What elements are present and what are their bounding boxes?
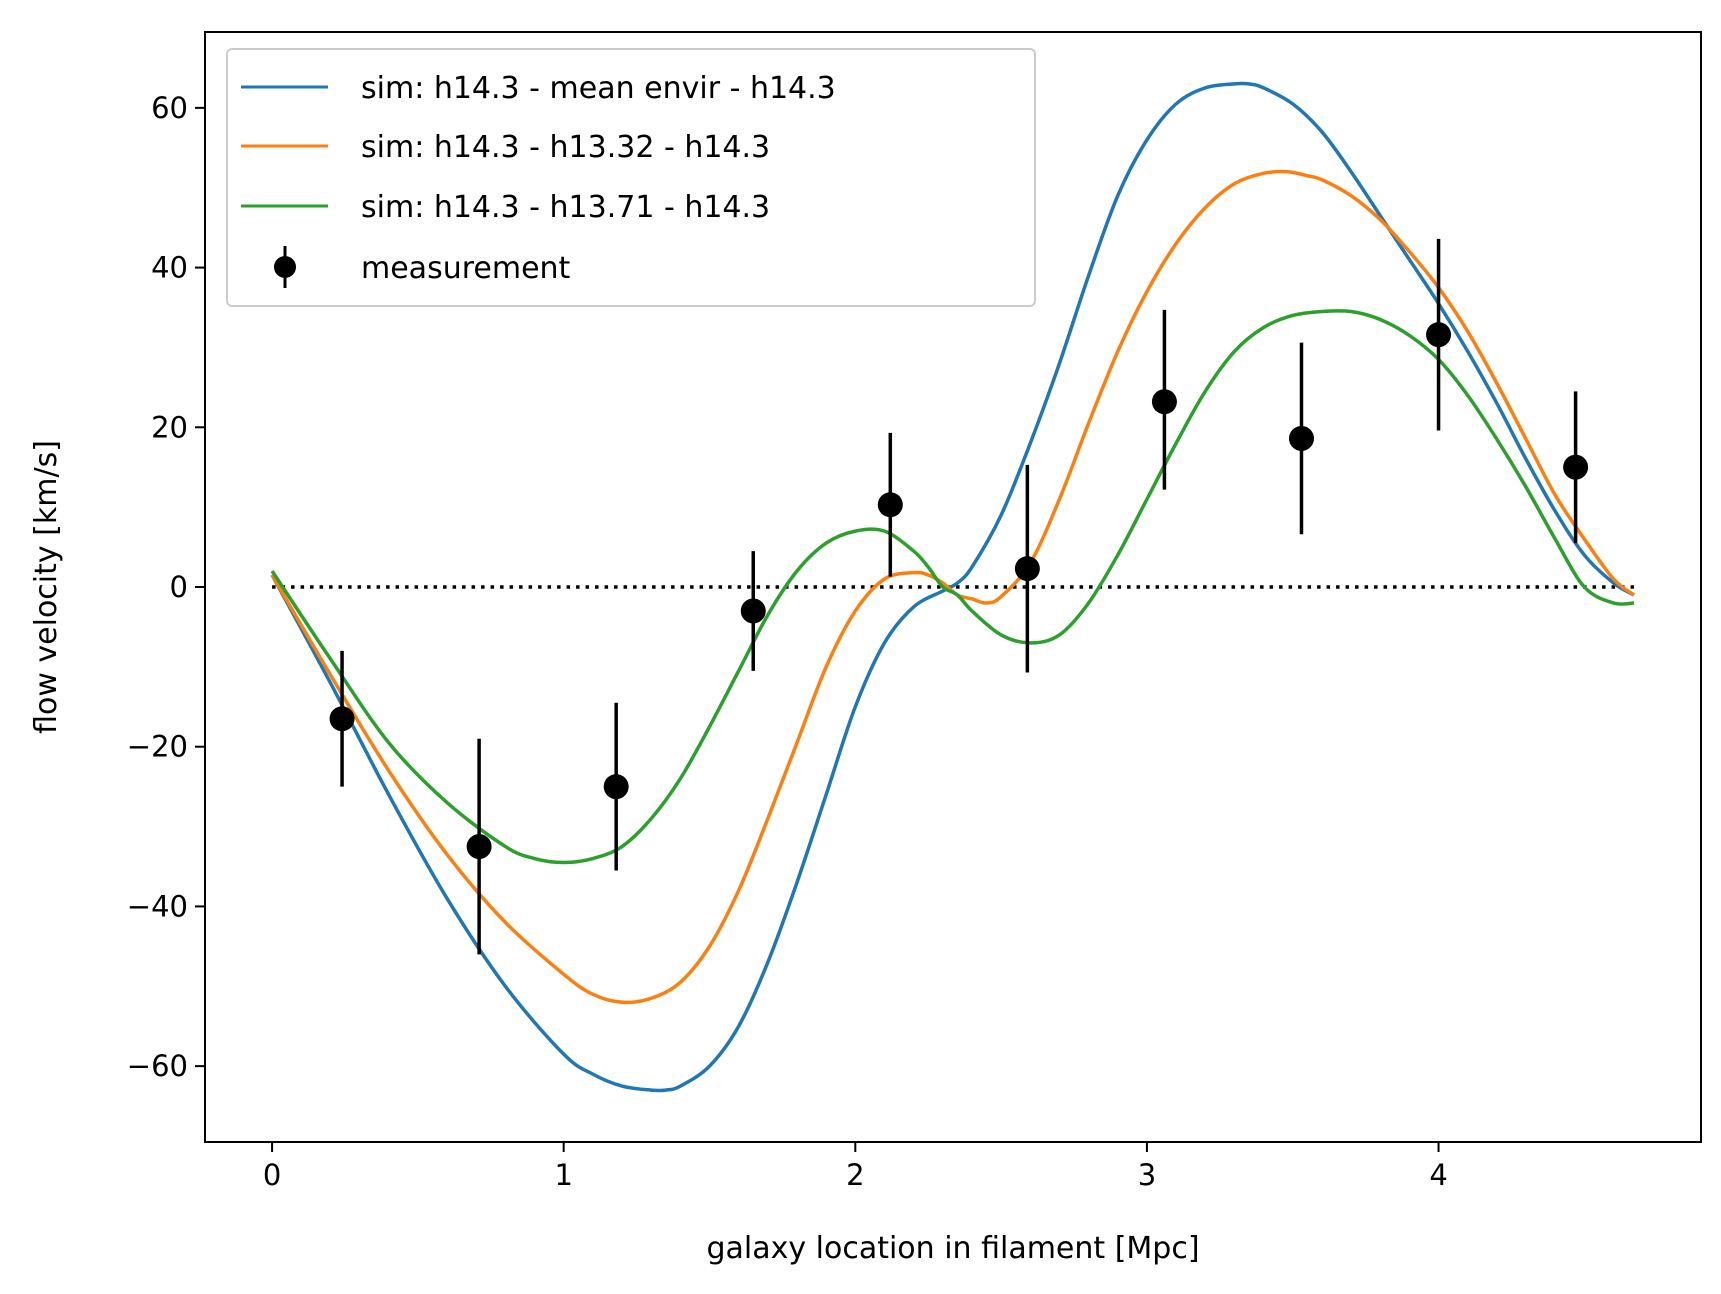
measurement-point <box>877 492 903 518</box>
legend-frame <box>226 48 1036 307</box>
plot-area <box>270 81 1636 1093</box>
legend-label-measurement: measurement <box>361 251 571 286</box>
x-tick-label: 0 <box>263 1158 281 1192</box>
x-tick-label: 3 <box>1138 1158 1156 1192</box>
plot-content <box>270 81 1636 1093</box>
x-axis-label: galaxy location in filament [Mpc] <box>706 1231 1199 1266</box>
axes: 0 1 2 3 4 −60 −40 −20 0 20 40 60 <box>127 31 1702 1192</box>
y-tick-label: 0 <box>170 570 188 604</box>
y-tick-label: −60 <box>127 1049 188 1083</box>
legend: sim: h14.3 - mean envir - h14.3 sim: h14… <box>226 48 1036 307</box>
legend-label-series-1: sim: h14.3 - mean envir - h14.3 <box>361 71 836 106</box>
x-tick-label: 2 <box>846 1158 864 1192</box>
legend-label-series-3: sim: h14.3 - h13.71 - h14.3 <box>361 190 770 225</box>
series-line-2 <box>270 169 1636 1005</box>
y-tick-label: 20 <box>151 410 188 444</box>
y-tick-label: 60 <box>151 91 188 125</box>
measurement-point <box>466 834 492 860</box>
x-tick-label: 4 <box>1429 1158 1447 1192</box>
y-tick-label: 40 <box>151 251 188 285</box>
series-line-1 <box>270 81 1635 1093</box>
series-line-3 <box>270 308 1635 865</box>
measurement-point <box>740 598 766 624</box>
measurement-point <box>1426 322 1452 348</box>
legend-marker-measurement <box>274 256 296 278</box>
legend-label-series-2: sim: h14.3 - h13.32 - h14.3 <box>361 130 770 165</box>
measurement-point <box>1563 454 1589 480</box>
measurement-point <box>603 774 629 800</box>
measurement-point <box>1151 389 1177 415</box>
measurement-point <box>1288 425 1314 451</box>
y-tick-label: −40 <box>127 889 188 923</box>
y-axis-label: flow velocity [km/s] <box>29 440 64 734</box>
measurement-point <box>1014 556 1040 582</box>
measurement-point <box>329 706 355 732</box>
y-tick-label: −20 <box>127 730 188 764</box>
x-tick-label: 1 <box>554 1158 572 1192</box>
